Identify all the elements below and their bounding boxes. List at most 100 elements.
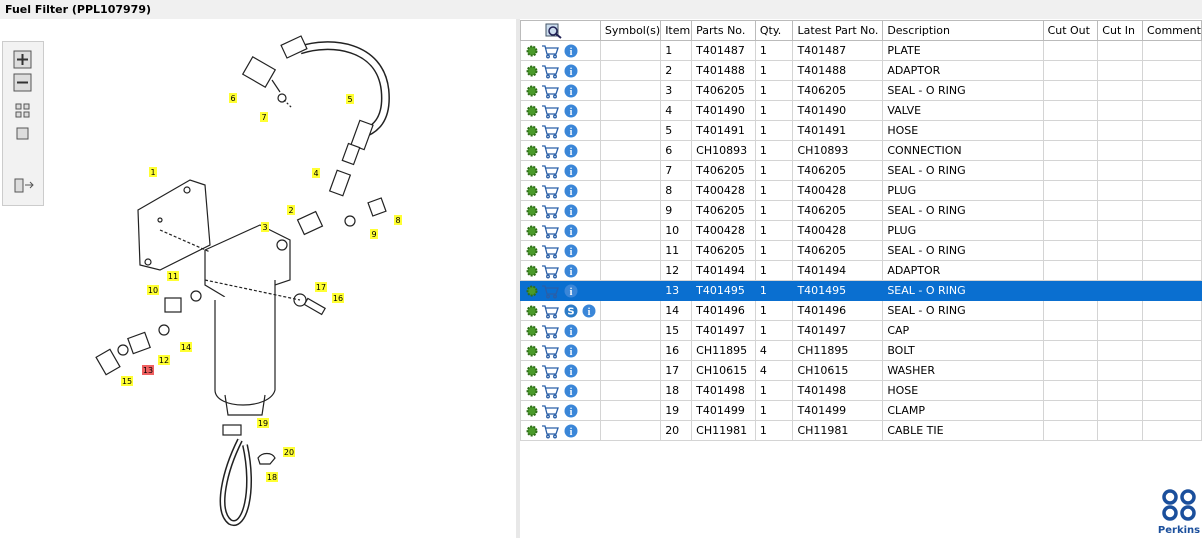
cart-icon[interactable] xyxy=(542,404,559,418)
part-row[interactable]: i 4 T401490 1 T401490 VALVE xyxy=(520,100,1202,121)
info-icon[interactable]: i xyxy=(564,184,578,198)
info-icon[interactable]: i xyxy=(564,344,578,358)
callout[interactable]: 1 xyxy=(149,167,157,177)
callout[interactable]: 11 xyxy=(167,271,179,281)
part-row[interactable]: i 2 T401488 1 T401488 ADAPTOR xyxy=(520,60,1202,81)
info-icon[interactable]: i xyxy=(564,84,578,98)
callout[interactable]: 19 xyxy=(257,418,269,428)
config-icon[interactable] xyxy=(526,405,538,416)
part-row[interactable]: i 15 T401497 1 T401497 CAP xyxy=(520,320,1202,341)
cart-icon[interactable] xyxy=(542,364,559,378)
cart-icon[interactable] xyxy=(542,64,559,78)
config-icon[interactable] xyxy=(526,245,538,256)
cart-icon[interactable] xyxy=(542,324,559,338)
callout[interactable]: 3 xyxy=(261,222,269,232)
panel-toggle-button[interactable] xyxy=(14,178,24,193)
column-header[interactable]: Comment xyxy=(1142,20,1202,41)
part-row[interactable]: i 3 T406205 1 T406205 SEAL - O RING xyxy=(520,80,1202,101)
part-row[interactable]: i 17 CH10615 4 CH10615 WASHER xyxy=(520,360,1202,381)
info-icon[interactable]: i xyxy=(564,284,578,298)
callout[interactable]: 13 xyxy=(142,365,154,375)
info-icon[interactable]: i xyxy=(564,64,578,78)
callout[interactable]: 14 xyxy=(180,342,192,352)
config-icon[interactable] xyxy=(526,425,538,436)
callout[interactable]: 7 xyxy=(260,112,268,122)
info-icon[interactable]: i xyxy=(564,404,578,418)
info-icon[interactable]: i xyxy=(564,204,578,218)
cart-icon[interactable] xyxy=(542,84,559,98)
column-header[interactable]: Symbol(s) xyxy=(599,20,662,41)
info-icon[interactable]: i xyxy=(564,324,578,338)
column-header[interactable]: Description xyxy=(882,20,1044,41)
splitter[interactable] xyxy=(516,19,520,538)
part-row[interactable]: i 9 T406205 1 T406205 SEAL - O RING xyxy=(520,200,1202,221)
part-row[interactable]: i 12 T401494 1 T401494 ADAPTOR xyxy=(520,260,1202,281)
fit-button[interactable] xyxy=(15,103,22,110)
cart-icon[interactable] xyxy=(542,224,559,238)
part-row[interactable]: i 6 CH10893 1 CH10893 CONNECTION xyxy=(520,140,1202,161)
info-icon[interactable]: i xyxy=(564,244,578,258)
part-row[interactable]: i 8 T400428 1 T400428 PLUG xyxy=(520,180,1202,201)
callout[interactable]: 16 xyxy=(332,293,344,303)
config-icon[interactable] xyxy=(526,105,538,116)
part-row[interactable]: i 19 T401499 1 T401499 CLAMP xyxy=(520,400,1202,421)
config-icon[interactable] xyxy=(526,365,538,376)
search-icon[interactable] xyxy=(545,23,563,39)
cart-icon[interactable] xyxy=(542,264,559,278)
column-header[interactable]: Cut In xyxy=(1097,20,1144,41)
part-row[interactable]: i 11 T406205 1 T406205 SEAL - O RING xyxy=(520,240,1202,261)
config-icon[interactable] xyxy=(526,265,538,276)
cart-icon[interactable] xyxy=(542,424,559,438)
cart-icon[interactable] xyxy=(542,284,559,298)
cart-icon[interactable] xyxy=(542,164,559,178)
column-header[interactable]: Latest Part No. xyxy=(792,20,884,41)
info-icon[interactable]: i xyxy=(564,384,578,398)
config-icon[interactable] xyxy=(526,385,538,396)
config-icon[interactable] xyxy=(526,185,538,196)
config-icon[interactable] xyxy=(526,325,538,336)
cart-icon[interactable] xyxy=(542,244,559,258)
part-row[interactable]: i 10 T400428 1 T400428 PLUG xyxy=(520,220,1202,241)
cart-icon[interactable] xyxy=(542,344,559,358)
column-header[interactable]: Item xyxy=(660,20,693,41)
part-row[interactable]: i 18 T401498 1 T401498 HOSE xyxy=(520,380,1202,401)
config-icon[interactable] xyxy=(526,205,538,216)
callout[interactable]: 9 xyxy=(370,229,378,239)
callout[interactable]: 17 xyxy=(315,282,327,292)
part-row[interactable]: i 1 T401487 1 T401487 PLATE xyxy=(520,40,1202,61)
config-icon[interactable] xyxy=(526,345,538,356)
part-row[interactable]: i 5 T401491 1 T401491 HOSE xyxy=(520,120,1202,141)
info-icon[interactable]: i xyxy=(564,264,578,278)
callout[interactable]: 15 xyxy=(121,376,133,386)
config-icon[interactable] xyxy=(526,285,538,296)
callout[interactable]: 5 xyxy=(346,94,354,104)
cart-icon[interactable] xyxy=(542,44,559,58)
config-icon[interactable] xyxy=(526,65,538,76)
callout[interactable]: 2 xyxy=(287,205,295,215)
column-header[interactable]: Cut Out xyxy=(1042,20,1099,41)
info-icon[interactable]: i xyxy=(564,224,578,238)
cart-icon[interactable] xyxy=(542,104,559,118)
config-icon[interactable] xyxy=(526,45,538,56)
column-header[interactable]: Parts No. xyxy=(691,20,756,41)
cart-icon[interactable] xyxy=(542,144,559,158)
callout[interactable]: 12 xyxy=(158,355,170,365)
info-icon[interactable]: i xyxy=(564,124,578,138)
callout[interactable]: 18 xyxy=(266,472,278,482)
callout[interactable]: 20 xyxy=(283,447,295,457)
callout[interactable]: 6 xyxy=(229,93,237,103)
config-icon[interactable] xyxy=(526,305,538,316)
cart-icon[interactable] xyxy=(542,384,559,398)
info-icon[interactable]: i xyxy=(564,164,578,178)
cart-icon[interactable] xyxy=(542,124,559,138)
cart-icon[interactable] xyxy=(542,184,559,198)
column-header[interactable]: Qty. xyxy=(754,20,794,41)
part-row[interactable]: i 7 T406205 1 T406205 SEAL - O RING xyxy=(520,160,1202,181)
info-icon[interactable]: i xyxy=(564,424,578,438)
callout[interactable]: 10 xyxy=(147,285,159,295)
info-icon[interactable]: i xyxy=(564,364,578,378)
config-icon[interactable] xyxy=(526,125,538,136)
symbol-icon[interactable]: S xyxy=(564,304,578,317)
info-icon[interactable]: i xyxy=(564,144,578,158)
